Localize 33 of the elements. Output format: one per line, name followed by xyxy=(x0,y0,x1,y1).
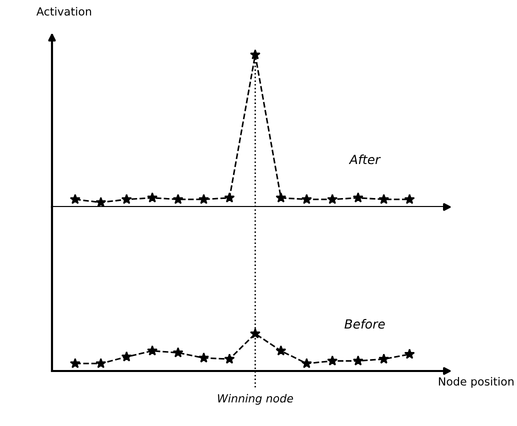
point xyxy=(327,194,338,204)
text: Winning node xyxy=(218,394,294,405)
point xyxy=(147,192,158,202)
point xyxy=(250,49,261,60)
point xyxy=(224,192,235,202)
point xyxy=(378,194,390,204)
text: Before xyxy=(344,319,385,329)
point xyxy=(352,355,364,366)
point xyxy=(404,348,415,359)
point xyxy=(276,192,286,202)
text: After xyxy=(348,154,381,164)
point xyxy=(70,358,80,368)
point xyxy=(96,358,106,368)
point xyxy=(172,347,184,358)
point xyxy=(172,194,184,204)
point xyxy=(70,194,80,204)
point xyxy=(198,352,210,363)
point xyxy=(276,345,286,356)
point xyxy=(378,354,390,364)
point xyxy=(352,192,364,202)
point xyxy=(301,358,312,368)
point xyxy=(404,194,415,204)
point xyxy=(301,194,312,204)
point xyxy=(147,345,158,356)
point xyxy=(327,355,338,366)
point xyxy=(224,354,235,364)
point xyxy=(250,328,261,338)
point xyxy=(198,194,210,204)
point xyxy=(121,194,132,204)
point xyxy=(96,196,106,207)
y-axis-title: Activation xyxy=(36,7,92,16)
point xyxy=(121,351,132,362)
x-axis-title: Node position xyxy=(438,377,514,388)
